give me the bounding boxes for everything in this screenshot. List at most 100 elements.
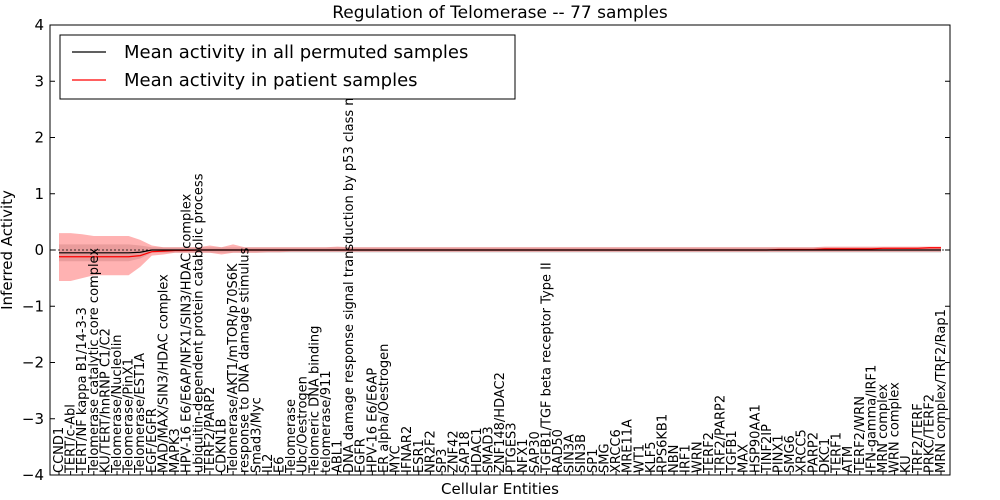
x-tick-label: Ubc/Oestrogen xyxy=(296,376,311,473)
x-tick-label: telomerase/911 xyxy=(319,370,334,473)
x-axis-ticks xyxy=(58,471,942,475)
x-tick-label: response to DNA damage stimulus xyxy=(238,247,253,473)
x-tick-label: WT1 xyxy=(632,444,647,473)
x-tick-label: XRCC6 xyxy=(609,429,624,473)
x-tick-label: Smad3/Myc xyxy=(249,397,264,473)
x-tick-label: Telomerase/EST1A xyxy=(133,353,148,474)
x-tick-label: IFNAR2 xyxy=(400,426,415,473)
band-permuted xyxy=(59,244,941,262)
y-tick-label: 1 xyxy=(34,185,44,203)
x-tick-label: RAD50 xyxy=(551,429,566,473)
x-tick-label: MAPK3 xyxy=(168,428,183,473)
x-axis-label: Cellular Entities xyxy=(441,480,559,498)
x-tick-label: HPV-16 E6/E6AP/NFX1/SIN3/HDAC complex xyxy=(180,193,195,473)
x-tick-label: TINF2IP xyxy=(760,424,775,474)
x-tick-label: TERF2/WRN xyxy=(853,396,868,474)
x-tick-label: MYC xyxy=(389,445,404,473)
x-tick-label: SAP30 xyxy=(528,431,543,473)
x-tick-label: Telomerase catalytic core complex xyxy=(87,248,102,474)
x-tick-label: IL2 xyxy=(261,454,276,473)
y-tick-label: −2 xyxy=(22,354,44,372)
x-tick-label: IRF1 xyxy=(679,444,694,473)
y-axis-label: Inferred Activity xyxy=(0,190,16,310)
x-tick-label: NBN xyxy=(667,445,682,473)
y-tick-label: −1 xyxy=(22,297,44,315)
x-tick-label: MAX xyxy=(737,444,752,473)
x-tick-label: Telomerase/AKT1/mTOR/p70S6K xyxy=(226,263,241,474)
x-tick-label: TRF2/TERF xyxy=(911,403,926,474)
x-tick-label: DNA damage response signal transduction … xyxy=(342,46,357,473)
x-tick-label: Telomerase xyxy=(284,399,299,474)
x-tick-label: Telomeric DNA binding xyxy=(307,326,322,474)
x-tick-label: ZNF42 xyxy=(447,430,462,473)
x-tick-label: WRN xyxy=(690,441,705,473)
x-tick-label: TGFB1 xyxy=(725,430,740,474)
x-tick-label: ubiquitin-dependent protein catabolic pr… xyxy=(191,173,206,473)
y-tick-label: −3 xyxy=(22,410,44,428)
x-tick-label: HDAC1 xyxy=(470,427,485,473)
x-tick-label: ER alpha/Oestrogen xyxy=(377,344,392,473)
x-tick-label: ABL1 xyxy=(331,440,346,473)
x-tick-label: SIN3A xyxy=(563,434,578,473)
x-tick-label: EGF/EGFR xyxy=(145,408,160,473)
x-tick-label: HPV-16 E6/E6AP xyxy=(365,368,380,473)
x-tick-label: WRN complex xyxy=(888,382,903,473)
x-tick-label: SIN3B xyxy=(574,434,589,473)
x-tick-label: TERF1 xyxy=(830,432,845,474)
x-tick-label: NFX1 xyxy=(516,439,531,473)
y-tick-label: 3 xyxy=(34,72,44,90)
x-tick-label: SAP18 xyxy=(458,431,473,473)
x-tick-label: Telomerase/PinX1 xyxy=(122,358,137,474)
x-tick-label: PTGES3 xyxy=(505,422,520,473)
x-tick-label: SMG6 xyxy=(783,435,798,473)
legend-label-permuted: Mean activity in all permuted samples xyxy=(124,42,468,63)
series-lines xyxy=(59,247,941,258)
y-tick-label: 2 xyxy=(34,129,44,147)
legend-box xyxy=(59,34,516,100)
x-tick-label: TERT/c-Abl xyxy=(64,404,79,474)
x-tick-label: PARP2 xyxy=(806,432,821,473)
x-tick-label: SMAD3 xyxy=(481,426,496,473)
legend-label-patient: Mean activity in patient samples xyxy=(124,70,418,91)
x-tick-label: TGFB1/TGF beta receptor Type II xyxy=(539,262,554,474)
y-tick-label: 0 xyxy=(34,241,44,259)
x-tick-label: SP1 xyxy=(586,449,601,473)
x-tick-label: TRF2/PARP2 xyxy=(714,395,729,474)
x-tick-label: ESR1 xyxy=(412,439,427,473)
x-tick-label: XRCC5 xyxy=(795,429,810,473)
x-tick-label: SMG xyxy=(597,443,612,473)
y-tick-label: −4 xyxy=(22,466,44,484)
x-tick-label: TERF2/PARP2 xyxy=(203,387,218,474)
x-tick-label: KLF5 xyxy=(644,441,659,473)
chart-title: Regulation of Telomerase -- 77 samples xyxy=(332,3,668,23)
x-tick-label: EGFR xyxy=(354,438,369,473)
x-tick-label: DKC1 xyxy=(818,438,833,473)
x-tick-label: IFN-gamma/IRF1 xyxy=(864,365,879,473)
x-tick-label: RPS6KB1 xyxy=(655,414,670,473)
x-tick-label: MAD/MAX/SIN3/HDAC complex xyxy=(156,274,171,473)
x-tick-label: PINX1 xyxy=(772,434,787,473)
x-tick-label: KU/TERT/hnRNP C1/C2 xyxy=(98,328,113,473)
x-tick-label: ZNF148/HDAC2 xyxy=(493,372,508,473)
variability-bands xyxy=(59,233,941,281)
series-line-permuted xyxy=(59,249,941,254)
x-tick-label: E6 xyxy=(273,457,288,474)
x-tick-label: PRKC/TERF2 xyxy=(922,394,937,473)
x-tick-label: CCND1 xyxy=(52,427,67,473)
x-tick-label: HSP90AA1 xyxy=(748,404,763,473)
x-tick-label: MRN complex xyxy=(876,383,891,473)
y-axis: −4 −3 −2 −1 0 1 2 3 4 xyxy=(22,16,950,484)
x-tick-label: Telomerase/Nucleolin xyxy=(110,334,125,474)
x-tick-label: TERT/NF kappa B1/14-3-3 xyxy=(75,307,90,474)
x-tick-label: MRE11A xyxy=(621,419,636,473)
x-tick-label: CDKN1B xyxy=(214,418,229,473)
y-tick-label: 4 xyxy=(34,16,44,34)
x-tick-label: TERF2 xyxy=(702,432,717,474)
legend: Mean activity in all permuted samples Me… xyxy=(59,34,516,100)
x-tick-label: KU xyxy=(899,455,914,473)
x-tick-label: SP3 xyxy=(435,449,450,473)
x-tick-label: MRN complex/TRF2/Rap1 xyxy=(934,309,949,473)
x-tick-label: NR2F2 xyxy=(423,430,438,473)
